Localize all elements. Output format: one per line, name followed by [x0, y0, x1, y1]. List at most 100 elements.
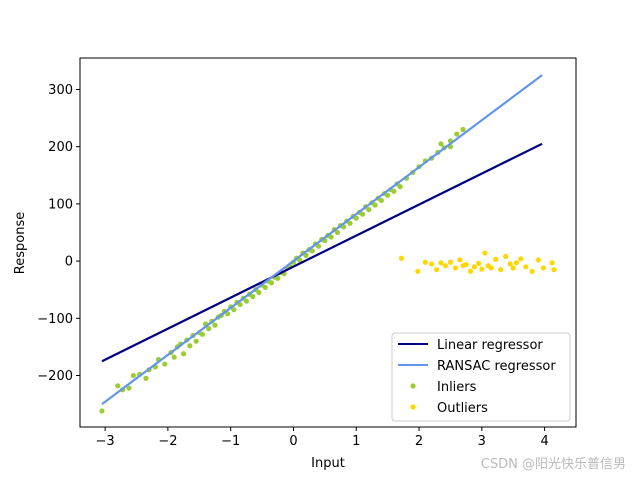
outlier-point: [503, 253, 509, 260]
outlier-point: [447, 259, 454, 265]
inlier-point: [328, 234, 334, 240]
inlier-point: [262, 284, 268, 291]
inlier-point: [206, 326, 212, 332]
inlier-point: [438, 141, 444, 147]
outlier-point: [434, 267, 440, 273]
y-tick-label: 200: [48, 140, 73, 155]
inlier-point: [303, 252, 309, 258]
y-tick-label: 100: [48, 197, 73, 212]
y-tick-label: −100: [37, 312, 73, 327]
inlier-point: [391, 188, 397, 194]
linear-regressor-line: [101, 142, 543, 363]
inlier-point: [130, 372, 136, 379]
outlier-point: [493, 256, 499, 262]
y-axis-label: Response: [13, 212, 28, 274]
inlier-point: [334, 229, 341, 236]
inlier-point: [171, 354, 177, 360]
inlier-point: [180, 351, 187, 357]
inlier-point: [372, 202, 378, 208]
inlier-point: [237, 301, 243, 308]
axis-ticks: −3 −2 −1 0 1 2 3 4 −200 −100 0 100 200 300: [37, 83, 548, 449]
x-tick-label: 4: [540, 434, 548, 449]
inlier-point: [378, 197, 384, 204]
inlier-point: [115, 383, 121, 389]
outlier-point: [529, 268, 535, 274]
inlier-point: [193, 338, 199, 344]
x-tick-label: 2: [415, 434, 423, 449]
x-axis-label: Input: [311, 456, 345, 471]
watermark: CSDN @阳光快乐普信男: [480, 457, 626, 472]
legend-label-ransac: RANSAC regressor: [437, 359, 556, 374]
outlier-point: [415, 268, 421, 274]
inlier-point: [268, 280, 275, 286]
outlier-point: [513, 260, 519, 266]
outlier-point: [488, 265, 494, 271]
legend-box: [391, 332, 571, 422]
inlier-point: [309, 248, 315, 254]
legend-swatch-inliers: [410, 383, 416, 389]
inlier-point: [297, 257, 303, 263]
legend-label-linear: Linear regressor: [437, 338, 543, 353]
outlier-point: [479, 266, 485, 272]
inlier-point: [243, 298, 249, 304]
legend: Linear regressor RANSAC regressor Inlier…: [391, 332, 571, 422]
inlier-point: [353, 215, 359, 221]
inlier-point: [256, 289, 262, 296]
outlier-point: [471, 264, 477, 270]
outlier-point: [507, 261, 513, 267]
axes-frame: [79, 57, 577, 428]
inlier-point: [143, 375, 149, 381]
x-tick-label: −3: [96, 434, 115, 449]
inlier-point: [275, 275, 281, 281]
outlier-point: [428, 261, 435, 267]
y-tick-label: 0: [65, 255, 73, 270]
outlier-point: [510, 265, 516, 271]
outlier-point: [482, 250, 488, 256]
outlier-point: [549, 260, 555, 266]
legend-label-inliers: Inliers: [437, 380, 477, 395]
inlier-point: [126, 385, 132, 391]
outlier-point: [442, 263, 449, 269]
inlier-point: [162, 361, 168, 367]
outlier-point: [476, 260, 482, 266]
inlier-point: [231, 307, 237, 313]
outlier-point: [518, 256, 524, 262]
outlier-point: [535, 257, 541, 263]
inlier-point: [347, 220, 353, 226]
inlier-point: [99, 408, 105, 414]
ransac-regressor-line: [101, 74, 543, 405]
x-tick-label: 0: [289, 434, 297, 449]
inlier-point: [460, 126, 466, 133]
outlier-point: [460, 263, 466, 269]
outlier-point: [422, 259, 428, 265]
legend-swatch-outliers: [410, 404, 416, 410]
y-tick-label: 300: [48, 83, 73, 98]
inlier-point: [359, 211, 366, 217]
inlier-point: [454, 131, 460, 137]
inlier-point: [385, 192, 391, 198]
outlier-point: [398, 255, 405, 261]
inlier-point: [397, 184, 403, 190]
inlier-point: [212, 322, 218, 328]
x-tick-label: 1: [352, 434, 360, 449]
inlier-point: [366, 207, 372, 213]
x-tick-label: −1: [221, 434, 240, 449]
outlier-point: [551, 267, 557, 273]
y-tick-label: −200: [37, 369, 73, 384]
x-tick-label: 3: [478, 434, 486, 449]
inlier-point: [199, 331, 206, 337]
outlier-point: [467, 268, 474, 274]
plot-area: [99, 74, 557, 414]
x-tick-label: −2: [158, 434, 177, 449]
outlier-point: [457, 257, 463, 263]
legend-label-outliers: Outliers: [437, 401, 488, 416]
outlier-point: [452, 265, 459, 271]
outlier-point: [438, 260, 444, 266]
outlier-point: [498, 267, 504, 273]
inlier-point: [250, 293, 256, 300]
inlier-point: [187, 343, 193, 349]
inlier-point: [315, 243, 322, 249]
outlier-point: [540, 265, 546, 271]
outlier-point: [523, 264, 529, 270]
